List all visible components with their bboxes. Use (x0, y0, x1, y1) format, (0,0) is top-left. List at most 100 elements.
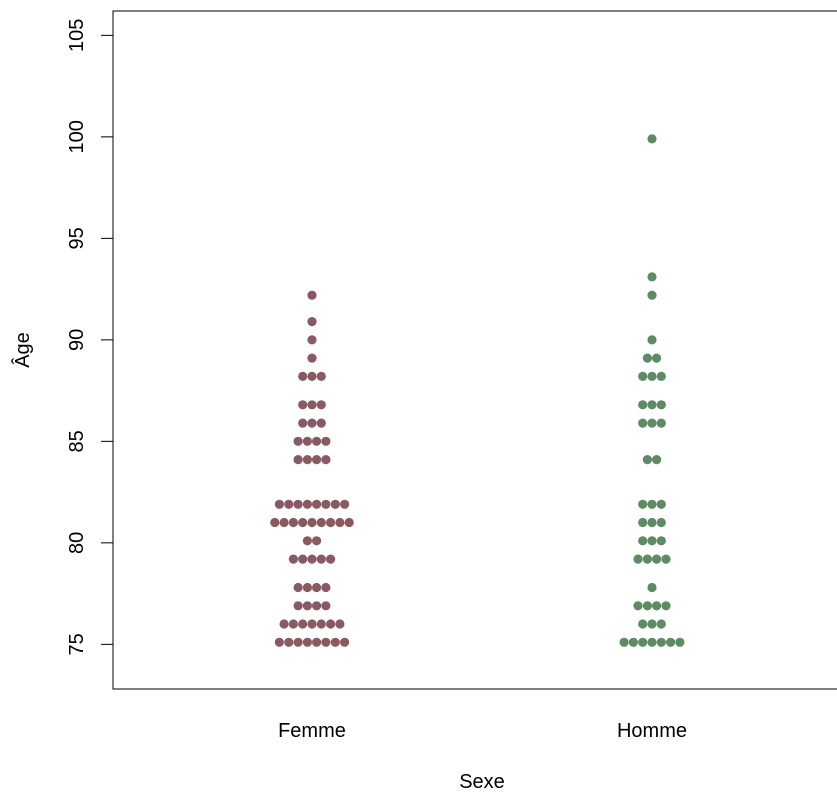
data-point-femme (307, 371, 317, 381)
data-point-homme (656, 499, 666, 509)
data-point-femme (307, 517, 317, 528)
data-point-femme (298, 619, 308, 629)
data-point-femme (312, 499, 322, 509)
data-point-femme (302, 436, 312, 446)
data-point-femme (288, 517, 298, 528)
data-point-femme (307, 317, 317, 327)
data-point-femme (326, 517, 336, 528)
data-point-homme (647, 371, 657, 381)
data-point-femme (307, 290, 317, 300)
data-point-homme (656, 517, 666, 528)
data-point-homme (647, 134, 657, 144)
data-point-homme (647, 517, 657, 528)
data-point-femme (321, 582, 331, 593)
data-point-femme (274, 637, 284, 647)
y-tick-label: 90 (66, 329, 88, 351)
data-point-homme (675, 637, 685, 647)
data-point-femme (316, 554, 326, 564)
data-point-homme (647, 290, 657, 300)
data-point-femme (326, 619, 336, 629)
data-point-femme (298, 371, 308, 381)
data-point-homme (656, 637, 666, 647)
data-point-femme (316, 371, 326, 381)
data-point-homme (647, 536, 657, 546)
data-point-femme (307, 353, 317, 363)
data-point-femme (293, 455, 303, 465)
data-point-homme (638, 517, 648, 528)
y-tick-label: 85 (66, 430, 88, 452)
data-point-homme (647, 418, 657, 428)
y-tick-label: 105 (66, 19, 88, 52)
data-point-homme (647, 272, 657, 282)
data-point-femme (307, 418, 317, 428)
data-point-femme (312, 436, 322, 446)
data-point-homme (638, 418, 648, 428)
data-point-homme (638, 400, 648, 410)
data-point-femme (298, 400, 308, 410)
data-point-femme (274, 499, 284, 509)
data-point-femme (312, 637, 322, 647)
data-point-femme (321, 455, 331, 465)
data-point-homme (642, 455, 653, 465)
data-point-homme (647, 619, 657, 629)
x-axis-ticks: Femme Homme (278, 720, 687, 742)
data-point-femme (330, 499, 340, 509)
data-point-femme (340, 637, 350, 647)
data-point-femme (293, 436, 303, 446)
data-point-femme (302, 536, 312, 546)
data-point-homme (638, 371, 648, 381)
data-point-femme (321, 601, 331, 611)
data-point-femme (298, 418, 308, 428)
y-axis-label: Âge (11, 332, 34, 368)
data-point-homme (619, 637, 629, 647)
data-point-femme (298, 554, 308, 564)
data-point-femme (312, 536, 322, 546)
x-tick-label: Femme (278, 720, 346, 742)
data-point-homme (642, 554, 653, 564)
x-tick-label: Homme (617, 720, 687, 742)
data-point-femme (302, 637, 312, 647)
data-point-femme (312, 582, 322, 593)
data-point-femme (298, 517, 308, 528)
data-point-homme (638, 499, 648, 509)
data-point-femme (335, 619, 345, 629)
data-point-femme (335, 517, 345, 528)
y-tick-label: 100 (66, 120, 88, 153)
data-point-homme (638, 637, 648, 647)
data-point-homme (661, 554, 671, 564)
data-point-femme (302, 499, 312, 509)
y-tick-label: 75 (66, 633, 88, 655)
data-point-femme (284, 637, 294, 647)
data-point-femme (344, 517, 354, 528)
data-point-femme (302, 455, 312, 465)
data-point-homme (647, 582, 657, 593)
data-point-homme (647, 637, 657, 647)
data-point-homme (656, 536, 666, 546)
data-point-femme (293, 499, 303, 509)
data-point-femme (321, 637, 331, 647)
x-axis-label: Sexe (459, 771, 505, 792)
data-point-homme (642, 601, 653, 611)
data-point-femme (279, 619, 289, 629)
data-point-homme (647, 400, 657, 410)
data-point-homme (661, 601, 671, 611)
data-point-femme (293, 582, 303, 593)
data-point-homme (652, 554, 662, 564)
data-point-femme (288, 554, 298, 564)
data-point-femme (312, 455, 322, 465)
data-point-femme (307, 335, 317, 345)
data-point-femme (302, 582, 312, 593)
data-point-homme (647, 499, 657, 509)
data-point-femme (307, 554, 317, 564)
data-point-femme (302, 601, 312, 611)
plot-frame (112, 10, 837, 690)
data-point-homme (652, 455, 662, 465)
data-point-femme (307, 619, 317, 629)
data-point-homme (666, 637, 676, 647)
data-point-homme (638, 619, 648, 629)
data-point-homme (628, 637, 639, 647)
data-point-homme (656, 619, 666, 629)
data-point-homme (647, 335, 657, 345)
data-point-femme (321, 499, 331, 509)
